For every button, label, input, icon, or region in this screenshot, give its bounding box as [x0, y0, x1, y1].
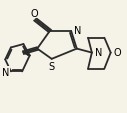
- Text: O: O: [30, 9, 38, 19]
- Text: O: O: [114, 48, 121, 58]
- Text: S: S: [49, 62, 55, 72]
- Text: N: N: [74, 26, 82, 35]
- Text: N: N: [2, 67, 9, 77]
- Text: N: N: [95, 48, 102, 58]
